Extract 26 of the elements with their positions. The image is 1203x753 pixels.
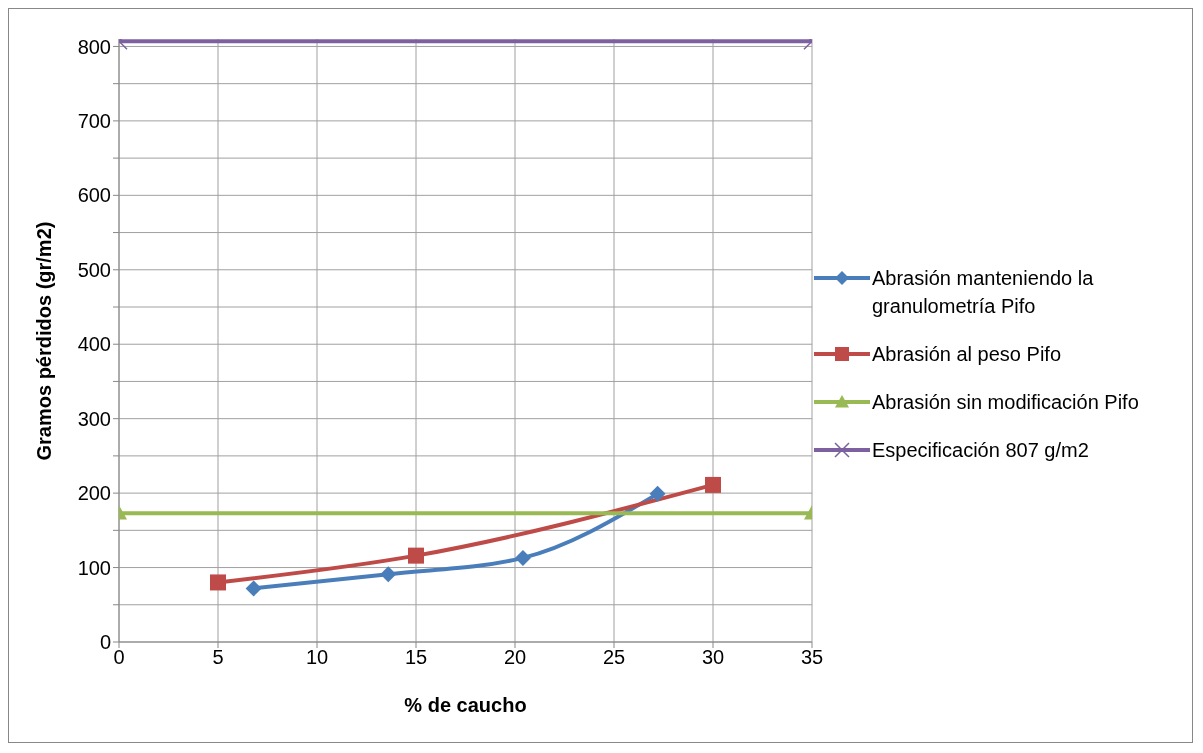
point: [380, 566, 397, 583]
y-tick-label: 700: [77, 109, 111, 132]
y-tick-label: 500: [77, 258, 111, 281]
x-axis-title: % de caucho: [404, 694, 527, 716]
x-tick-label: 25: [602, 646, 626, 669]
legend-label: Abrasión al peso Pifo: [872, 341, 1062, 367]
legend-label: Abrasión manteniendo la granulometría Pifo: [872, 265, 1095, 319]
legend-label: Especificación 807 g/m2: [872, 437, 1089, 463]
legend-label: Abrasión sin modificación Pifo: [872, 389, 1139, 415]
x-tick-label: 15: [404, 646, 428, 669]
point: [408, 547, 424, 564]
y-tick-label: 0: [99, 631, 111, 654]
y-tick-label: 600: [77, 184, 111, 207]
x-tick-label: 0: [113, 646, 125, 669]
y-tick-label: 100: [77, 556, 111, 579]
x-tick-label: 5: [212, 646, 224, 669]
point: [514, 549, 531, 566]
y-tick-label: 300: [77, 407, 111, 430]
y-tick-label: 800: [77, 35, 111, 58]
y-axis-title: Gramos pérdidos (gr/m2): [33, 221, 56, 461]
y-tick-label: 400: [77, 333, 111, 356]
x-tick-label: 20: [503, 646, 527, 669]
x-tick-label: 30: [701, 646, 725, 669]
x-tick-label: 10: [305, 646, 329, 669]
y-tick-label: 200: [77, 482, 111, 505]
x-tick-label: 35: [800, 646, 824, 669]
